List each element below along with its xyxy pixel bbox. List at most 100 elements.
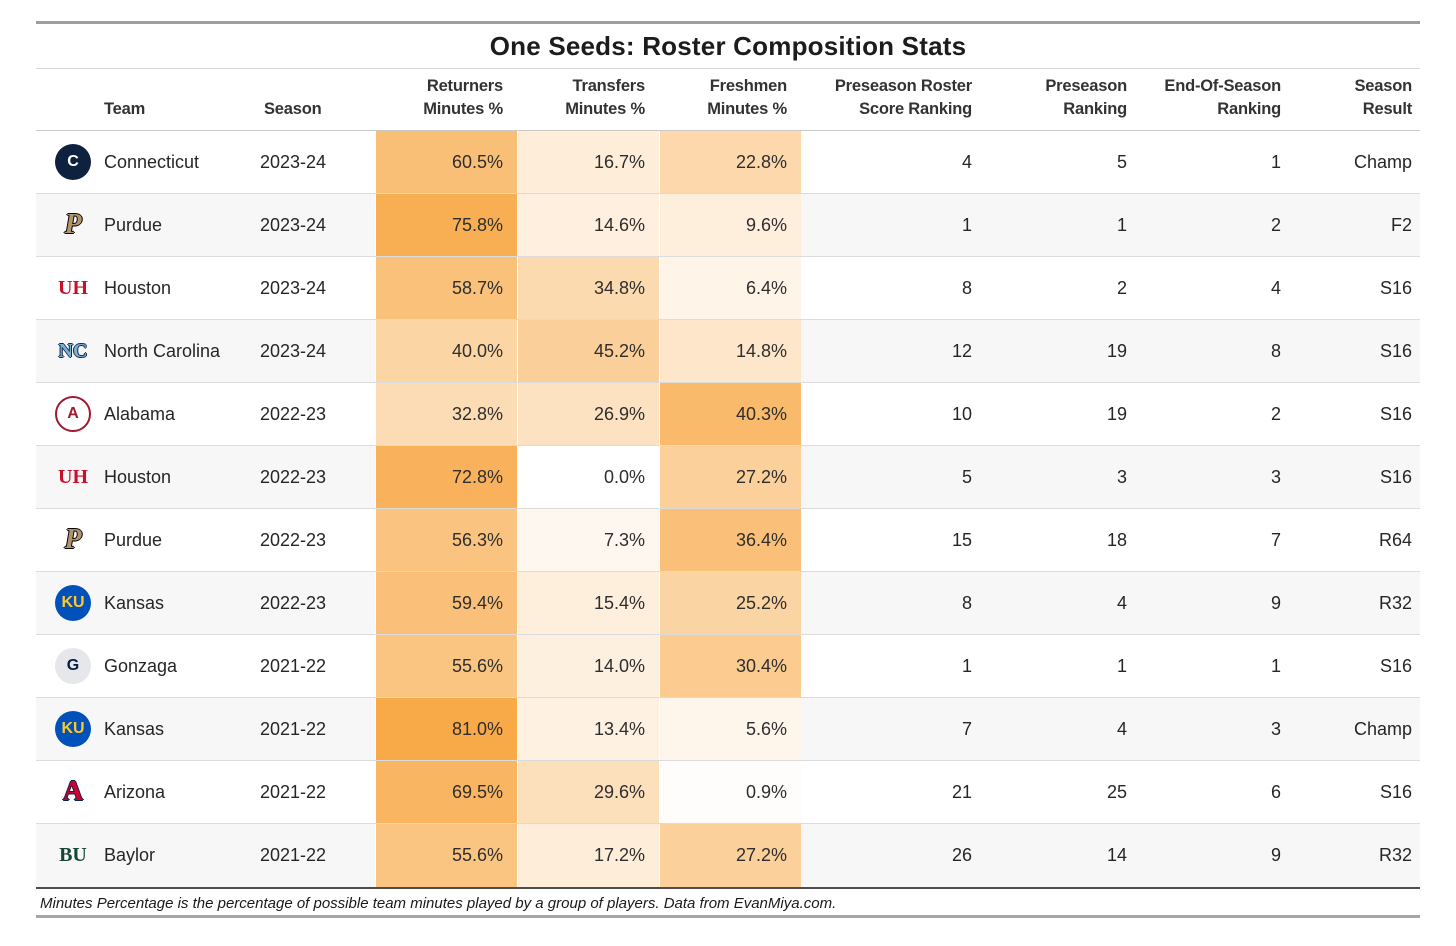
col-header-logo-spacer	[36, 69, 100, 130]
team-logo-cell: C	[36, 131, 100, 193]
returners-minutes-cell: 32.8%	[375, 383, 517, 445]
end-of-season-ranking: 9	[1270, 845, 1281, 865]
season-result: S16	[1379, 277, 1412, 298]
table-row: KU Kansas 2021-22 81.0% 13.4% 5.6% 7 4 3 Champ	[36, 698, 1420, 761]
team-name: Houston	[104, 277, 172, 298]
table-row: UH Houston 2022-23 72.8% 0.0% 27.2% 5 3 3 S16	[36, 446, 1420, 509]
transfers-minutes-cell: 29.6%	[517, 761, 659, 823]
preseason-roster-score-ranking: 4	[961, 151, 972, 172]
freshmen-minutes-cell: 27.2%	[659, 446, 801, 508]
season: 2023-24	[260, 214, 327, 235]
returners-minutes-cell: 55.6%	[375, 824, 517, 887]
table-content: One Seeds: Roster Composition Stats Team…	[36, 21, 1420, 918]
season: 2021-22	[260, 655, 327, 676]
footnote-text: Minutes Percentage is the percentage of …	[40, 894, 837, 912]
preseason-ranking: 19	[1106, 403, 1127, 424]
season-result: F2	[1390, 214, 1412, 235]
end-of-season-ranking: 3	[1270, 466, 1281, 487]
season: 2023-24	[260, 151, 327, 172]
preseason-roster-score-ranking: 26	[951, 845, 972, 865]
preseason-ranking: 1	[1116, 655, 1127, 676]
bottom-rule	[36, 915, 1420, 918]
season-result: S16	[1379, 403, 1412, 424]
col-header-result: Season Result	[1354, 77, 1413, 118]
north-carolina-tar-heels-logo: NC	[58, 339, 88, 362]
season: 2022-23	[260, 529, 327, 550]
freshmen-minutes-cell: 6.4%	[659, 257, 801, 319]
end-of-season-ranking: 1	[1270, 151, 1281, 172]
team-name: Kansas	[104, 718, 165, 739]
returners-minutes-cell: 69.5%	[375, 761, 517, 823]
preseason-ranking: 19	[1106, 340, 1127, 361]
transfers-minutes-cell: 14.0%	[517, 635, 659, 697]
team-logo-cell: UH	[36, 257, 100, 319]
purdue-boilermakers-logo: P	[64, 524, 82, 555]
preseason-roster-score-ranking: 12	[951, 340, 972, 361]
season: 2023-24	[260, 340, 327, 361]
end-of-season-ranking: 6	[1270, 781, 1281, 802]
freshmen-minutes-cell: 36.4%	[659, 509, 801, 571]
preseason-roster-score-ranking: 1	[961, 655, 972, 676]
under-title-rule	[36, 68, 1420, 69]
col-header-freshmen: Freshmen Minutes %	[707, 77, 787, 118]
alabama-crimson-tide-logo: A	[55, 396, 91, 432]
kansas-jayhawks-logo: KU	[55, 711, 91, 747]
season-result: S16	[1379, 655, 1412, 676]
season-result: Champ	[1353, 718, 1412, 739]
season-result: R32	[1378, 845, 1412, 865]
team-logo-cell: A	[36, 761, 100, 823]
end-of-season-ranking: 2	[1270, 403, 1281, 424]
preseason-roster-score-ranking: 15	[951, 529, 972, 550]
houston-cougars-logo: UH	[58, 465, 88, 488]
preseason-ranking: 18	[1106, 529, 1127, 550]
preseason-ranking: 4	[1116, 592, 1127, 613]
team-name: Gonzaga	[104, 655, 178, 676]
season-result: S16	[1379, 340, 1412, 361]
transfers-minutes-cell: 16.7%	[517, 131, 659, 193]
preseason-roster-score-ranking: 8	[961, 592, 972, 613]
season-result: S16	[1379, 466, 1412, 487]
team-logo-cell: P	[36, 509, 100, 571]
team-name: Kansas	[104, 592, 165, 613]
team-name: Purdue	[104, 214, 163, 235]
freshmen-minutes-cell: 5.6%	[659, 698, 801, 760]
preseason-ranking: 25	[1106, 781, 1127, 802]
season: 2021-22	[260, 781, 327, 802]
end-of-season-ranking: 2	[1270, 214, 1281, 235]
col-header-team: Team	[104, 100, 146, 118]
end-of-season-ranking: 3	[1270, 718, 1281, 739]
preseason-roster-score-ranking: 8	[961, 277, 972, 298]
table-row: P Purdue 2023-24 75.8% 14.6% 9.6% 1 1 2 F2	[36, 194, 1420, 257]
baylor-bears-logo: BU	[59, 844, 87, 866]
end-of-season-ranking: 8	[1270, 340, 1281, 361]
table-row: G Gonzaga 2021-22 55.6% 14.0% 30.4% 1 1 1 S16	[36, 635, 1420, 698]
returners-minutes-cell: 75.8%	[375, 194, 517, 256]
preseason-ranking: 3	[1116, 466, 1127, 487]
end-of-season-ranking: 1	[1270, 655, 1281, 676]
team-name: North Carolina	[104, 340, 221, 361]
team-logo-cell: KU	[36, 698, 100, 760]
table-row: C Connecticut 2023-24 60.5% 16.7% 22.8% 4 5 1 Cha…	[36, 131, 1420, 194]
returners-minutes-cell: 55.6%	[375, 635, 517, 697]
table-row: A Alabama 2022-23 32.8% 26.9% 40.3% 10 19 2 S16	[36, 383, 1420, 446]
arizona-wildcats-logo: A	[62, 776, 84, 807]
team-name: Baylor	[104, 845, 156, 865]
team-logo-cell: BU	[36, 824, 100, 887]
returners-minutes-cell: 72.8%	[375, 446, 517, 508]
preseason-roster-score-ranking: 1	[961, 214, 972, 235]
table-row: NC North Carolina 2023-24 40.0% 45.2% 14.8% 12…	[36, 320, 1420, 383]
houston-cougars-logo: UH	[58, 276, 88, 299]
end-of-season-ranking: 7	[1270, 529, 1281, 550]
season: 2021-22	[260, 718, 327, 739]
purdue-boilermakers-logo: P	[64, 209, 82, 240]
page-title: One Seeds: Roster Composition Stats	[489, 30, 967, 61]
col-header-end_of_season: End-Of-Season Ranking	[1164, 77, 1281, 118]
table-row: P Purdue 2022-23 56.3% 7.3% 36.4% 15 18 7 R64	[36, 509, 1420, 572]
team-name: Purdue	[104, 529, 163, 550]
freshmen-minutes-cell: 40.3%	[659, 383, 801, 445]
preseason-roster-score-ranking: 21	[951, 781, 972, 802]
season: 2021-22	[260, 845, 327, 865]
preseason-roster-score-ranking: 10	[951, 403, 972, 424]
season-result: R32	[1378, 592, 1412, 613]
table-row: A Arizona 2021-22 69.5% 29.6% 0.9% 21 25 6 S16	[36, 761, 1420, 824]
